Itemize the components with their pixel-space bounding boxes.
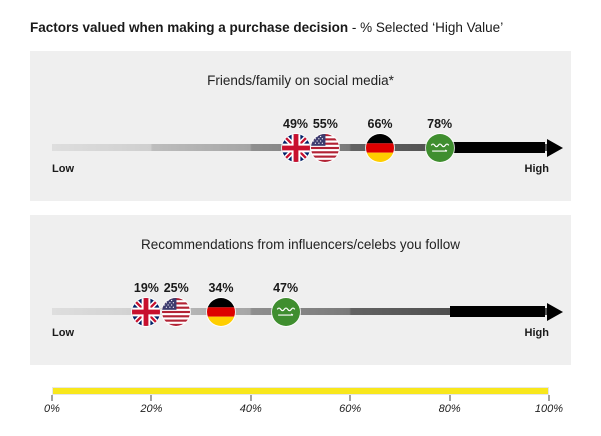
scale-tick-label: 80%: [438, 403, 461, 415]
scale-tick: [250, 395, 252, 401]
scale-tick-label: 60%: [339, 403, 362, 415]
us-flag-icon: [311, 133, 340, 162]
marker-germany: 34%: [199, 281, 243, 326]
axis-high-label: High: [524, 327, 549, 339]
marker-value-label: 49%: [283, 116, 309, 131]
marker-value-label: 78%: [427, 116, 453, 131]
page-title-rest: - % Selected ‘High Value’: [348, 20, 504, 35]
marker-value-label: 55%: [312, 116, 338, 131]
panel-influencers: Recommendations from influencers/celebs …: [30, 215, 571, 365]
marker-united-kingdom: 49%: [274, 117, 318, 162]
marker-value-label: 66%: [367, 116, 393, 131]
axis-end-labels: Low High: [52, 327, 549, 339]
scale-tick-label: 100%: [534, 403, 564, 415]
page-title-bold: Factors valued when making a purchase de…: [30, 20, 349, 35]
scale-tick: [548, 395, 550, 401]
scale-tick: [349, 395, 351, 401]
page-title: Factors valued when making a purchase de…: [30, 20, 571, 35]
marker-united-states: 55%: [303, 117, 347, 162]
uk-flag-icon: [281, 133, 310, 162]
marker-united-states: 25%: [154, 281, 198, 326]
scale-tick-label: 20%: [140, 403, 163, 415]
scale-tick-label: 0%: [44, 403, 60, 415]
scale-tick: [449, 395, 451, 401]
marker-value-label: 47%: [273, 280, 299, 295]
marker-value-label: 25%: [163, 280, 189, 295]
axis-tail: [449, 142, 545, 153]
percentage-scale: 0% 20% 40% 60% 80% 100%: [44, 387, 563, 415]
marker-germany: 66%: [358, 117, 402, 162]
marker-value-label: 34%: [208, 280, 234, 295]
panel-title-influencers: Recommendations from influencers/celebs …: [141, 237, 460, 252]
arrow-right-icon: [547, 138, 563, 157]
scale-bar: [52, 387, 549, 395]
axis-high-label: High: [524, 163, 549, 175]
arrow-right-icon: [547, 302, 563, 321]
page: Factors valued when making a purchase de…: [30, 20, 571, 415]
saudi-arabia-flag-icon: [425, 133, 454, 162]
germany-flag-icon: [206, 297, 235, 326]
axis-track: 49% 55% 66% 78%: [52, 117, 563, 162]
us-flag-icon: [162, 297, 191, 326]
marker-saudi-arabia: 78%: [418, 117, 462, 162]
panel-title-social-media: Friends/family on social media*: [207, 73, 394, 88]
axis-track: 19% 25% 34% 47%: [52, 281, 563, 326]
scale-tick-label: 40%: [239, 403, 262, 415]
saudi-arabia-flag-icon: [271, 297, 300, 326]
germany-flag-icon: [366, 133, 395, 162]
scale-tick: [51, 395, 53, 401]
scale-tick: [150, 395, 152, 401]
axis-tail: [449, 306, 545, 317]
axis-end-labels: Low High: [52, 163, 549, 175]
marker-value-label: 19%: [133, 280, 159, 295]
marker-united-kingdom: 19%: [124, 281, 168, 326]
axis-low-label: Low: [52, 163, 74, 175]
panel-social-media: Friends/family on social media* 49% 55% …: [30, 51, 571, 201]
marker-saudi-arabia: 47%: [264, 281, 308, 326]
axis-low-label: Low: [52, 327, 74, 339]
